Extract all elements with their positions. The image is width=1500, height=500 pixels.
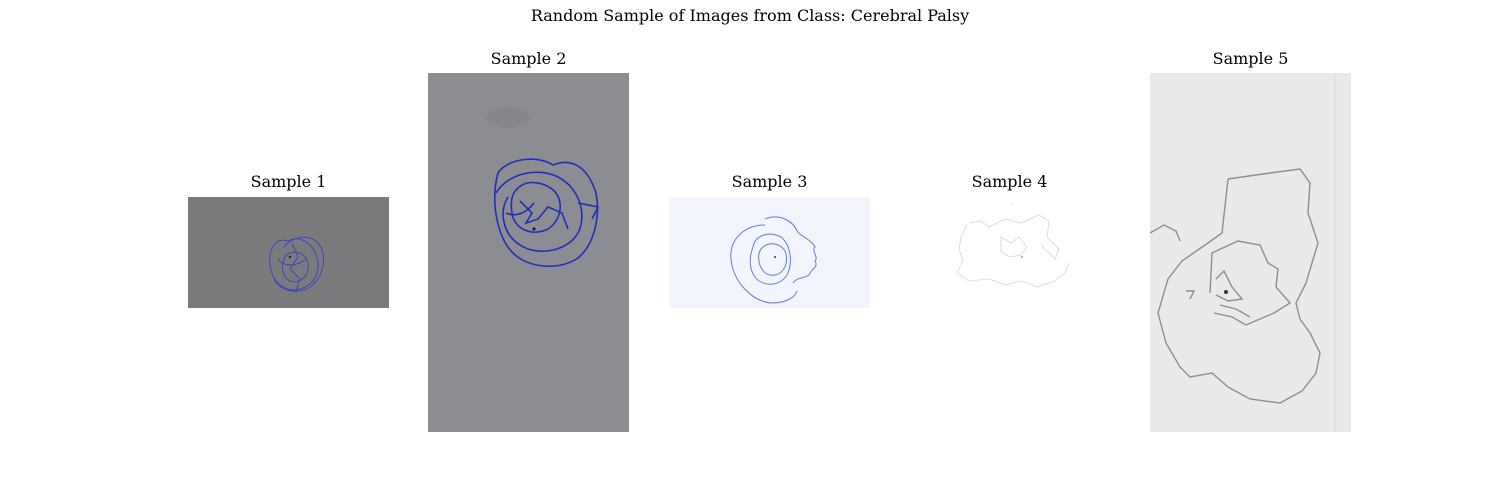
sample-1-title: Sample 1 <box>250 172 327 191</box>
sample-3-image <box>669 197 870 308</box>
sample-2-image <box>428 73 629 432</box>
sample-5-title: Sample 5 <box>1212 49 1289 68</box>
sample-5-background <box>1150 73 1351 432</box>
sample-2-drawing <box>494 158 600 268</box>
sample-3-background <box>669 197 870 308</box>
sample-3-drawing <box>730 216 817 304</box>
sample-1-drawing <box>269 236 325 292</box>
sample-2-title: Sample 2 <box>490 49 567 68</box>
sample-1-background <box>188 197 389 308</box>
sample-5-drawing <box>1150 168 1321 404</box>
sample-3-title: Sample 3 <box>731 172 808 191</box>
sample-4-background <box>909 197 1110 308</box>
sample-4-drawing <box>956 202 1070 288</box>
sample-2-background <box>428 73 629 432</box>
sample-4-title: Sample 4 <box>971 172 1048 191</box>
sample-5-image <box>1150 73 1351 432</box>
sample-4-image <box>909 197 1110 308</box>
figure-title: Random Sample of Images from Class: Cere… <box>530 6 970 25</box>
sample-1-image <box>188 197 389 308</box>
